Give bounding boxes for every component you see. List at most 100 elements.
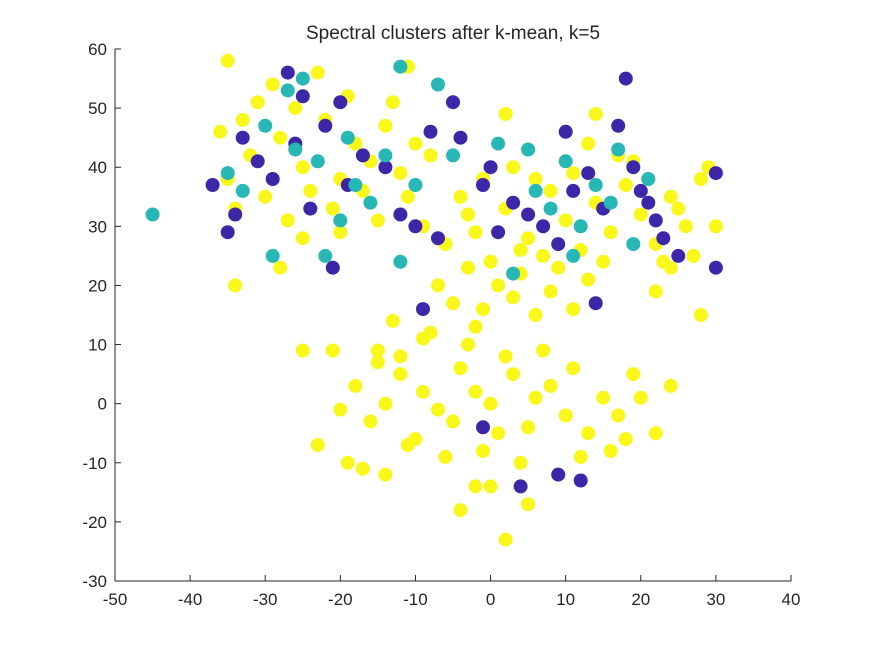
data-point-series-1 [708,166,723,181]
data-point-series-0 [303,183,318,198]
data-point-series-2 [573,219,588,234]
data-point-series-2 [431,77,445,92]
data-point-series-0 [671,201,686,216]
data-point-series-0 [483,479,498,494]
data-point-series-0 [521,420,536,435]
data-point-series-1 [318,118,333,133]
data-point-series-1 [581,166,596,181]
data-point-series-0 [603,225,618,240]
data-point-series-0 [468,319,483,334]
data-point-series-0 [378,396,393,411]
data-point-series-2 [491,136,506,151]
data-point-series-0 [446,296,460,311]
data-point-series-1 [671,248,686,263]
data-point-series-0 [498,532,513,547]
data-point-series-1 [551,467,566,482]
data-point-series-2 [348,178,363,192]
data-point-series-0 [663,378,678,393]
data-point-series-2 [145,207,160,222]
data-point-series-2 [588,178,603,192]
data-point-series-1 [611,118,626,133]
data-point-series-1 [378,160,393,175]
data-point-series-0 [235,112,250,127]
data-point-series-0 [521,231,536,246]
data-point-series-0 [400,438,415,452]
data-point-series-0 [528,172,543,186]
data-point-series-0 [633,207,648,222]
data-point-series-0 [468,384,483,399]
data-point-series-0 [618,178,633,192]
data-point-series-0 [543,183,558,198]
x-tick-label: 0 [486,590,495,609]
x-tick-label: -30 [253,590,278,609]
data-point-series-1 [205,178,220,192]
data-point-series-1 [656,231,671,246]
data-point-series-0 [288,101,303,116]
data-point-series-0 [618,432,633,447]
data-point-series-1 [416,302,430,317]
data-point-series-0 [491,278,506,293]
data-point-series-2 [333,213,348,228]
data-point-series-1 [476,178,490,192]
chart-title: Spectral clusters after k-mean, k=5 [306,23,600,44]
x-tick-label: 10 [556,590,575,609]
data-point-series-0 [461,207,475,222]
data-point-series-0 [446,414,460,429]
axes [114,49,791,582]
data-point-series-0 [265,77,280,92]
data-point-series-0 [363,414,378,429]
y-axis-ticks: -30 -20 -10 0 10 20 30 40 50 60 [82,40,121,591]
data-point-series-0 [310,65,325,80]
data-point-series-0 [543,284,558,299]
data-point-series-0 [528,390,543,405]
data-point-series-0 [348,378,363,393]
data-point-series-0 [325,343,340,358]
data-point-series-0 [663,189,678,204]
data-point-series-1 [588,296,603,311]
data-point-series-0 [213,124,228,139]
data-point-series-0 [280,213,295,228]
x-tick-label: 40 [782,590,801,609]
data-point-series-0 [370,343,385,358]
data-point-series-0 [558,213,573,228]
data-point-series-0 [385,95,400,110]
data-point-series-2 [280,83,295,98]
data-point-series-2 [566,248,581,263]
data-point-series-0 [596,254,611,269]
data-point-series-2 [641,172,656,186]
data-point-series-1 [355,148,370,163]
data-point-series-1 [476,420,490,435]
data-point-series-2 [446,148,460,163]
data-point-series-1 [453,130,468,145]
data-point-series-0 [566,361,581,376]
data-point-series-0 [528,308,543,322]
data-point-series-0 [566,302,581,317]
data-point-series-0 [521,497,536,512]
data-point-series-0 [596,390,611,405]
data-point-series-0 [581,272,596,287]
data-point-series-0 [438,449,453,464]
data-point-series-0 [295,231,310,246]
data-point-series-1 [648,213,663,228]
data-point-series-1 [280,65,295,80]
data-point-series-0 [663,260,678,275]
data-point-series-2 [393,254,408,269]
data-point-series-0 [626,367,641,382]
data-point-series-0 [408,136,423,151]
data-point-series-1 [431,231,445,246]
data-point-series-2 [408,178,423,192]
data-point-series-2 [611,142,626,157]
data-point-series-0 [543,378,558,393]
data-point-series-1 [491,225,506,240]
data-point-series-0 [295,343,310,358]
y-tick-label: -30 [82,572,107,591]
data-point-series-1 [295,89,310,104]
data-point-series-0 [431,278,445,293]
y-tick-label: 20 [88,276,107,295]
data-point-series-1 [408,219,423,234]
data-point-series-0 [468,479,483,494]
data-point-series-0 [385,313,400,328]
y-tick-label: -10 [82,454,107,473]
data-point-series-0 [258,189,273,204]
